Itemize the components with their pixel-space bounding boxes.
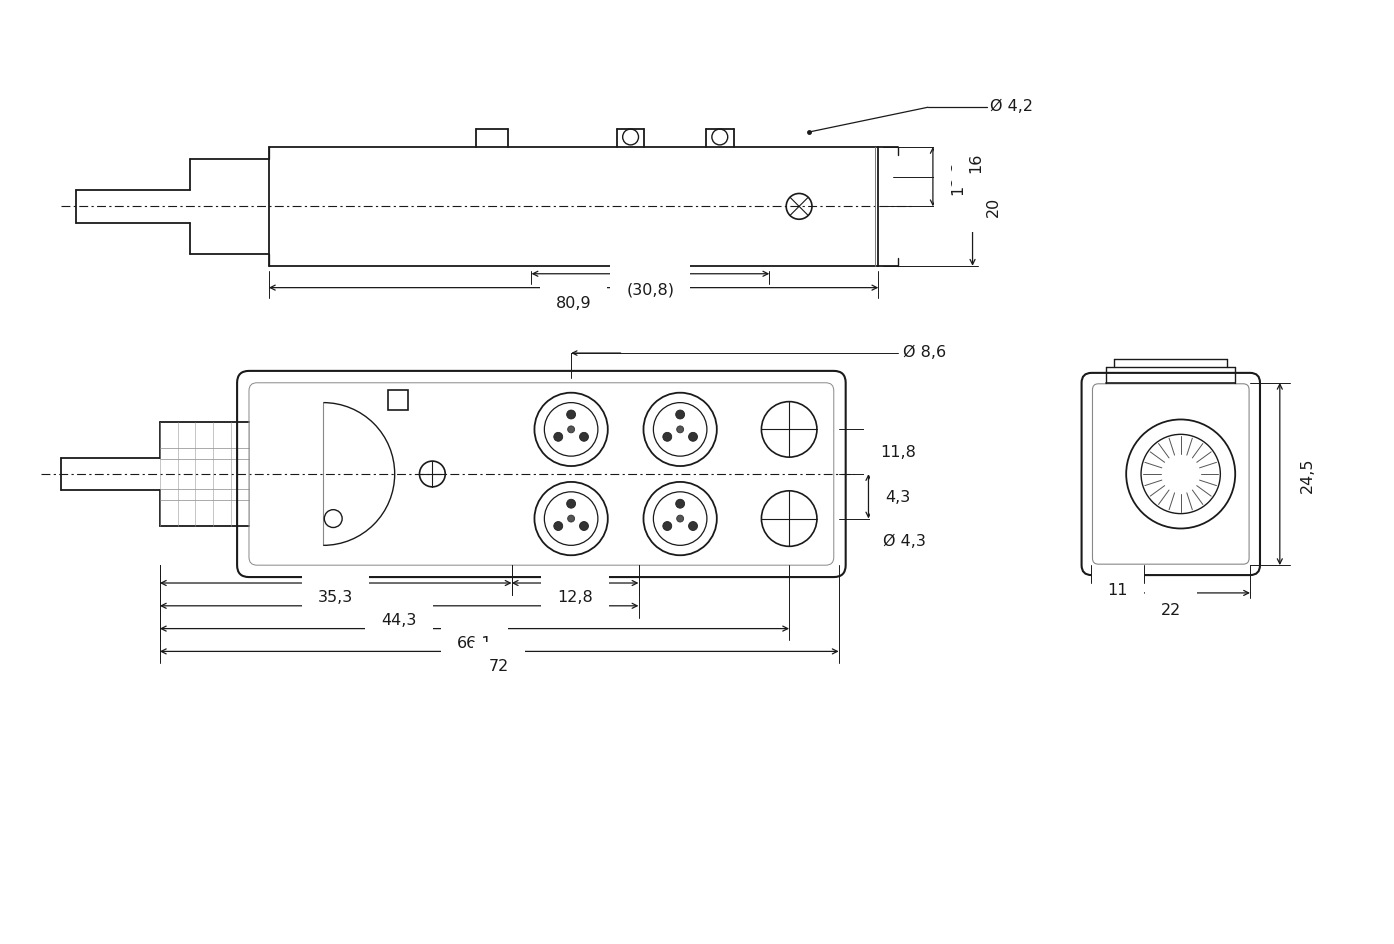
Circle shape <box>689 522 697 531</box>
Circle shape <box>676 499 684 509</box>
Circle shape <box>566 411 576 419</box>
Text: 20: 20 <box>986 197 1001 217</box>
Text: Ø 8,6: Ø 8,6 <box>903 345 947 359</box>
Text: Ø 4,3: Ø 4,3 <box>884 533 926 548</box>
Text: 4,3: 4,3 <box>885 489 910 504</box>
Circle shape <box>580 522 588 531</box>
Bar <box>388 390 407 410</box>
Text: 22: 22 <box>1161 602 1181 617</box>
Circle shape <box>676 411 684 419</box>
Circle shape <box>553 433 563 442</box>
Text: 66,1: 66,1 <box>457 635 492 650</box>
Circle shape <box>567 515 574 522</box>
Circle shape <box>662 433 672 442</box>
Text: 72: 72 <box>489 658 509 673</box>
Text: 12,8: 12,8 <box>558 590 592 605</box>
Circle shape <box>567 427 574 433</box>
Text: 44,3: 44,3 <box>382 613 417 628</box>
Circle shape <box>676 427 683 433</box>
Circle shape <box>580 433 588 442</box>
Text: Ø 4,2: Ø 4,2 <box>990 99 1033 113</box>
Circle shape <box>566 499 576 509</box>
Circle shape <box>662 522 672 531</box>
Text: (30,8): (30,8) <box>626 282 675 296</box>
Text: 12,2: 12,2 <box>951 160 965 195</box>
Text: 24,5: 24,5 <box>1301 457 1315 492</box>
Circle shape <box>676 515 683 522</box>
Circle shape <box>689 433 697 442</box>
Text: 35,3: 35,3 <box>318 590 353 605</box>
Text: 11: 11 <box>1107 582 1128 598</box>
Circle shape <box>553 522 563 531</box>
Text: 80,9: 80,9 <box>556 295 591 311</box>
Text: 11,8: 11,8 <box>880 445 916 460</box>
Text: 16: 16 <box>967 152 983 173</box>
